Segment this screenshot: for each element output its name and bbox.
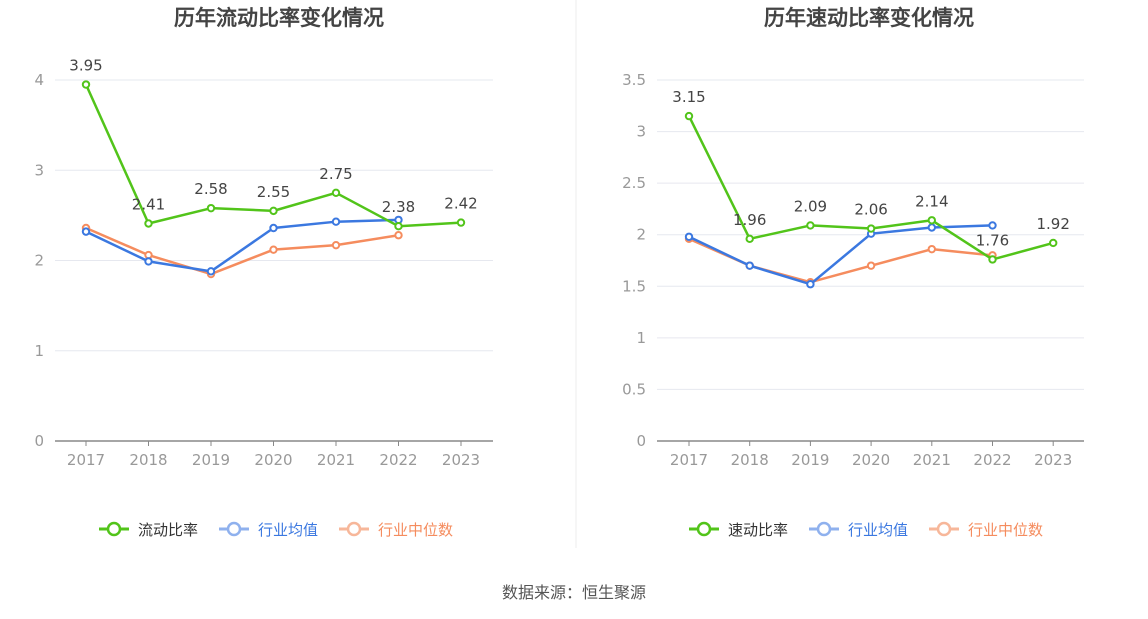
x-tick-label: 2022 (973, 451, 1011, 469)
quick-ratio-chart: 历年速动比率变化情况 0 0.5 1 1.5 2 2.5 3 3.5 2017 2018 2019 20… (622, 6, 1084, 539)
legend-marker[interactable] (696, 521, 712, 537)
x-tick-label: 2023 (1034, 451, 1072, 469)
x-tick-label: 2023 (442, 451, 480, 469)
x-tick-label: 2019 (791, 451, 829, 469)
x-tick-label: 2017 (67, 451, 105, 469)
data-point[interactable] (269, 223, 278, 233)
y-tick-label: 2 (34, 252, 44, 270)
data-point[interactable] (866, 261, 876, 270)
legend-label[interactable]: 行业中位数 (378, 521, 453, 539)
data-point[interactable] (269, 245, 278, 254)
data-point[interactable] (144, 219, 153, 228)
current-ratio-chart: 历年流动比率变化情况 0 1 2 3 4 2017 2018 2019 2020 2021 2022 2… (34, 6, 493, 539)
legend-label[interactable]: 行业均值 (848, 521, 908, 539)
data-point[interactable] (144, 257, 153, 266)
data-label: 2.58 (194, 180, 227, 198)
y-tick-label: 4 (34, 71, 44, 89)
y-tick-label: 3 (34, 161, 44, 179)
data-label: 2.55 (257, 183, 290, 201)
x-tick-label: 2021 (913, 451, 951, 469)
data-point[interactable] (988, 255, 997, 264)
data-point[interactable] (394, 222, 403, 231)
data-point[interactable] (988, 221, 997, 230)
y-tick-label: 2 (636, 226, 646, 244)
legend-marker[interactable] (106, 521, 122, 537)
x-tick-label: 2022 (379, 451, 417, 469)
y-tick-label: 1.5 (622, 277, 646, 295)
data-label: 2.38 (382, 198, 415, 216)
y-tick-label: 2.5 (622, 174, 646, 192)
x-tick-label: 2018 (731, 451, 769, 469)
data-label: 2.75 (319, 165, 352, 183)
series-line (85, 226, 399, 276)
x-tick-label: 2020 (852, 451, 890, 469)
legend-label[interactable]: 流动比率 (138, 521, 198, 539)
data-point[interactable] (206, 267, 216, 276)
x-tick-label: 2021 (317, 451, 355, 469)
data-label: 1.96 (733, 211, 766, 229)
data-point[interactable] (81, 227, 91, 236)
data-source-text: 数据来源：恒生聚源 (502, 583, 646, 602)
legend-label[interactable]: 速动比率 (728, 521, 788, 539)
data-point[interactable] (927, 244, 936, 254)
y-tick-label: 1 (636, 329, 646, 347)
data-point[interactable] (927, 216, 936, 225)
data-label: 1.76 (976, 231, 1009, 249)
y-tick-label: 1 (34, 342, 44, 360)
legend-marker[interactable] (816, 521, 832, 537)
y-tick-label: 0.5 (622, 380, 646, 398)
data-point[interactable] (745, 261, 754, 270)
data-point[interactable] (331, 217, 341, 226)
data-label: 2.14 (915, 192, 948, 210)
x-tick-label: 2019 (192, 451, 230, 469)
data-point[interactable] (456, 218, 466, 227)
data-point[interactable] (866, 224, 876, 233)
data-label: 2.41 (132, 195, 165, 213)
data-point[interactable] (684, 232, 694, 241)
chart-title: 历年流动比率变化情况 (174, 6, 384, 30)
data-label: 1.92 (1036, 215, 1069, 233)
y-tick-label: 0 (34, 432, 44, 450)
data-label: 3.15 (672, 88, 705, 106)
series-line (85, 218, 399, 273)
data-point[interactable] (331, 240, 341, 250)
data-point[interactable] (806, 221, 815, 230)
y-tick-label: 3 (636, 123, 646, 141)
legend-label[interactable]: 行业均值 (258, 521, 318, 539)
data-point[interactable] (331, 188, 341, 198)
data-label: 2.06 (854, 201, 887, 219)
x-tick-label: 2017 (670, 451, 708, 469)
data-point[interactable] (269, 206, 278, 216)
legend-marker[interactable] (346, 521, 362, 537)
data-point[interactable] (206, 203, 216, 213)
data-point[interactable] (1049, 238, 1058, 248)
data-point[interactable] (684, 111, 694, 121)
data-label: 2.42 (444, 195, 477, 213)
data-point[interactable] (806, 280, 815, 289)
x-tick-label: 2018 (129, 451, 167, 469)
legend-marker[interactable] (936, 521, 952, 537)
y-tick-label: 0 (636, 432, 646, 450)
x-tick-label: 2020 (254, 451, 292, 469)
data-point[interactable] (394, 231, 403, 240)
y-tick-label: 3.5 (622, 71, 646, 89)
data-point[interactable] (927, 223, 936, 232)
data-point[interactable] (81, 80, 91, 89)
legend-marker[interactable] (226, 521, 242, 537)
data-label: 2.09 (794, 197, 827, 215)
data-label: 3.95 (69, 57, 102, 75)
legend-label[interactable]: 行业中位数 (968, 521, 1043, 539)
chart-title: 历年速动比率变化情况 (764, 6, 974, 30)
data-point[interactable] (745, 234, 754, 244)
